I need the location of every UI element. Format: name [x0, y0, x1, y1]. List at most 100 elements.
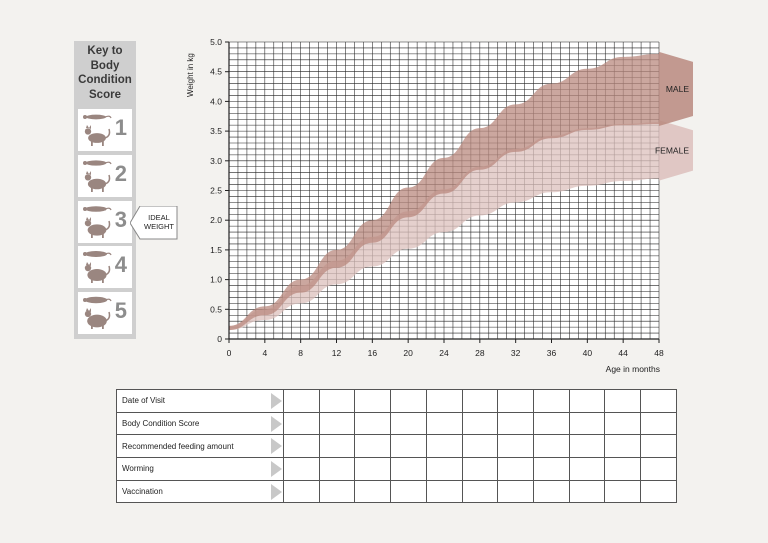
record-entry-cell[interactable]	[354, 389, 392, 413]
record-entry-cell[interactable]	[604, 411, 642, 436]
key-title: Key to Body Condition Score	[78, 45, 132, 101]
record-entry-cell[interactable]	[390, 457, 427, 481]
record-entry-cell[interactable]	[497, 457, 534, 481]
record-entry-cell[interactable]	[390, 434, 427, 459]
x-tick-label: 4	[262, 348, 267, 358]
record-entry-cell[interactable]	[425, 457, 463, 481]
record-entry-cell[interactable]	[568, 389, 606, 413]
x-tick-label: 16	[368, 348, 378, 358]
record-entry-cell[interactable]	[568, 411, 606, 436]
ideal-weight-tag	[130, 206, 178, 240]
x-tick-label: 8	[298, 348, 303, 358]
record-row-label: Recommended feeding amount	[122, 441, 234, 451]
record-entry-cell[interactable]	[497, 479, 534, 504]
cat-icon	[83, 114, 112, 146]
row-arrow-icon	[270, 461, 282, 478]
x-tick-label: 24	[439, 348, 449, 358]
record-entry-cell[interactable]	[425, 434, 463, 459]
record-entry-cell[interactable]	[354, 457, 392, 481]
record-entry-cell[interactable]	[604, 457, 642, 481]
record-entry-cell[interactable]	[640, 457, 677, 481]
record-entry-cell[interactable]	[497, 411, 534, 436]
y-tick-label: 2.0	[210, 215, 222, 225]
record-entry-cell[interactable]	[318, 457, 356, 481]
record-entry-cell[interactable]	[497, 389, 534, 413]
record-entry-cell[interactable]	[282, 434, 320, 459]
y-tick-label: 1.0	[210, 275, 222, 285]
y-tick-label: 3.0	[210, 156, 222, 166]
body-condition-key: Key to Body Condition Score 1 2 3 4 5	[74, 41, 136, 339]
record-entry-cell[interactable]	[425, 479, 463, 504]
ideal-weight-label: IDEAL WEIGHT	[144, 213, 174, 231]
record-row-label-cell: Body Condition Score	[116, 411, 284, 436]
record-row: Date of Visit	[116, 389, 677, 413]
x-tick-label: 28	[475, 348, 485, 358]
record-entry-cell[interactable]	[318, 389, 356, 413]
record-entry-cell[interactable]	[425, 389, 463, 413]
record-entry-cell[interactable]	[354, 479, 392, 504]
x-tick-label: 12	[332, 348, 342, 358]
record-entry-cell[interactable]	[532, 457, 570, 481]
key-score-3: 3	[78, 201, 132, 243]
record-entry-cell[interactable]	[461, 479, 499, 504]
y-tick-label: 5.0	[210, 37, 222, 47]
record-entry-cell[interactable]	[604, 434, 642, 459]
y-tick-label: 4.5	[210, 67, 222, 77]
y-tick-label: 2.5	[210, 186, 222, 196]
row-arrow-icon	[270, 393, 282, 409]
key-score-4: 4	[78, 246, 132, 288]
record-entry-cell[interactable]	[318, 411, 356, 436]
record-entry-cell[interactable]	[354, 434, 392, 459]
cat-icon	[83, 206, 112, 238]
record-entry-cell[interactable]	[390, 411, 427, 436]
row-arrow-icon	[270, 483, 282, 500]
cat-icon	[83, 296, 112, 329]
record-entry-cell[interactable]	[282, 389, 320, 413]
record-entry-cell[interactable]	[604, 479, 642, 504]
record-entry-cell[interactable]	[354, 411, 392, 436]
record-entry-cell[interactable]	[532, 434, 570, 459]
record-entry-cell[interactable]	[390, 389, 427, 413]
legend-label-female: FEMALE	[655, 145, 689, 155]
record-row: Recommended feeding amount	[116, 434, 677, 459]
record-entry-cell[interactable]	[532, 411, 570, 436]
record-entry-cell[interactable]	[640, 479, 677, 504]
row-arrow-icon	[270, 415, 282, 432]
chart-ticks: 00.51.01.52.02.53.03.54.04.55.00 4 8 12 16 20…	[210, 37, 664, 358]
record-entry-cell[interactable]	[532, 389, 570, 413]
record-entry-cell[interactable]	[318, 479, 356, 504]
record-row: Vaccination	[116, 479, 677, 504]
legend-tab-male	[659, 51, 693, 126]
record-entry-cell[interactable]	[568, 434, 606, 459]
record-entry-cell[interactable]	[461, 457, 499, 481]
key-score-number: 2	[114, 161, 127, 186]
record-entry-cell[interactable]	[282, 457, 320, 481]
record-entry-cell[interactable]	[461, 411, 499, 436]
record-entry-cell[interactable]	[532, 479, 570, 504]
record-entry-cell[interactable]	[318, 434, 356, 459]
record-row-label-cell: Vaccination	[116, 479, 284, 504]
record-entry-cell[interactable]	[640, 434, 677, 459]
legend-label-male: MALE	[666, 84, 689, 94]
x-tick-label: 40	[583, 348, 593, 358]
record-entry-cell[interactable]	[640, 389, 677, 413]
record-entry-cell[interactable]	[497, 434, 534, 459]
y-axis-label: Weight in kg	[186, 53, 195, 97]
y-tick-label: 1.5	[210, 245, 222, 255]
x-tick-label: 44	[618, 348, 628, 358]
record-entry-cell[interactable]	[568, 479, 606, 504]
record-entry-cell[interactable]	[461, 389, 499, 413]
record-entry-cell[interactable]	[282, 411, 320, 436]
record-row-label-cell: Recommended feeding amount	[116, 434, 284, 459]
key-score-5: 5	[78, 292, 132, 334]
key-score-number: 3	[114, 207, 127, 232]
record-entry-cell[interactable]	[461, 434, 499, 459]
record-entry-cell[interactable]	[390, 479, 427, 504]
record-entry-cell[interactable]	[640, 411, 677, 436]
x-tick-label: 48	[654, 348, 664, 358]
record-entry-cell[interactable]	[425, 411, 463, 436]
record-entry-cell[interactable]	[568, 457, 606, 481]
record-entry-cell[interactable]	[604, 389, 642, 413]
row-arrow-icon	[270, 438, 282, 455]
record-entry-cell[interactable]	[282, 479, 320, 504]
